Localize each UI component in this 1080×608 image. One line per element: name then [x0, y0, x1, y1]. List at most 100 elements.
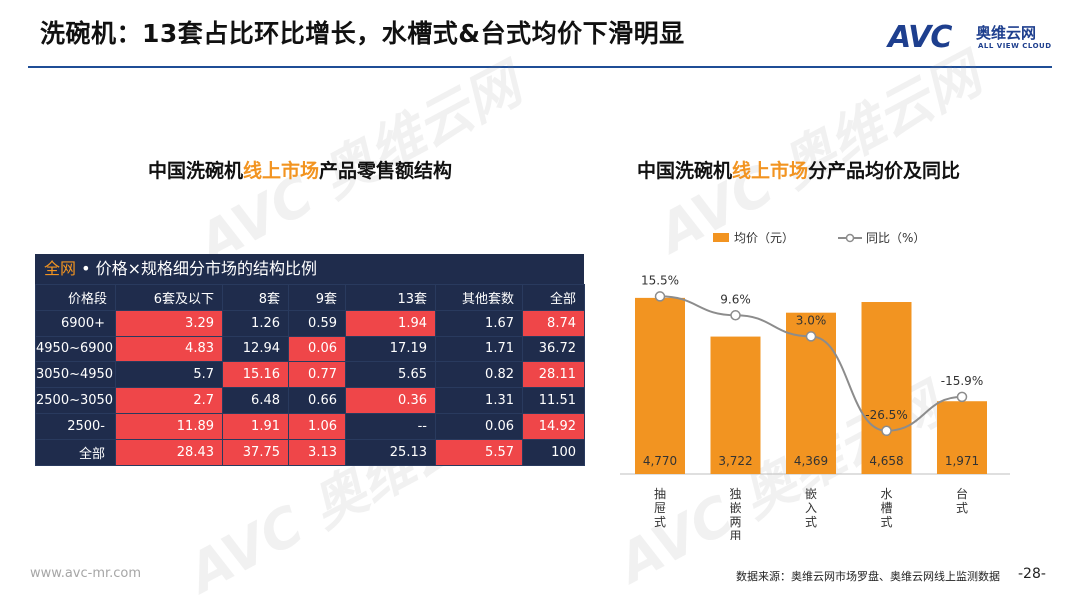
- table-row: 2500~3050 2.7 6.48 0.66 0.36 1.31 11.51: [35, 387, 585, 414]
- category-label: 台式: [956, 486, 968, 515]
- table-cell: 1.71: [435, 335, 523, 363]
- right-panel-title: 中国洗碗机线上市场分产品均价及同比: [637, 156, 960, 183]
- table-cell: 5.7: [115, 361, 223, 389]
- yoy-point-4: [956, 391, 968, 403]
- bar-data-label: 1,971: [945, 454, 979, 468]
- legend-label-line: 同比（%）: [866, 231, 925, 245]
- structure-table: 全网 • 价格×规格细分市场的结构比例 价格段 6套及以下 8套 9套 13套 …: [35, 254, 585, 466]
- left-title-post: 产品零售额结构: [319, 160, 453, 182]
- table-cell: 0.36: [345, 387, 436, 414]
- table-cell: 5.65: [345, 361, 436, 389]
- table-cell: 28.43: [115, 438, 223, 466]
- category-label: 抽屉式: [654, 487, 666, 529]
- data-table: 价格段 6套及以下 8套 9套 13套 其他套数 全部 6900+ 3.29 1.2…: [35, 284, 585, 466]
- table-cell: 11.89: [115, 412, 223, 440]
- row-label: 2500-: [35, 412, 116, 440]
- yoy-point-1: [730, 310, 741, 321]
- table-header-row: 价格段 6套及以下 8套 9套 13套 其他套数 全部: [35, 284, 585, 311]
- table-title: • 价格×规格细分市场的结构比例: [76, 259, 318, 278]
- price-yoy-chart: 均价（元） 同比（%） 4,770 抽屉式 3,722 独嵌两用 4,369 嵌入式 4,658…: [620, 231, 1010, 540]
- table-cell: 3.29: [115, 309, 223, 337]
- column-header: 9套: [288, 284, 346, 311]
- table-cell: 4.83: [115, 335, 223, 363]
- table-cell: 0.66: [288, 387, 346, 414]
- right-title-post: 分产品均价及同比: [808, 160, 961, 182]
- table-cell: 5.57: [435, 438, 523, 466]
- table-cell: 1.06: [288, 412, 346, 440]
- yoy-point-3: [881, 425, 892, 437]
- logo-en: ALL VIEW CLOUD: [978, 42, 1052, 50]
- yoy-data-label: 15.5%: [641, 273, 679, 287]
- column-header: 8套: [222, 284, 289, 311]
- table-cell: 12.94: [222, 335, 289, 363]
- table-cell: 15.16: [222, 361, 289, 389]
- bar-0: [635, 297, 685, 474]
- yoy-data-label: -26.5%: [865, 408, 907, 422]
- table-cell: 6.48: [222, 387, 289, 414]
- legend-label-bar: 均价（元）: [734, 231, 794, 245]
- column-header: 13套: [345, 284, 436, 311]
- table-cell: 1.26: [222, 309, 289, 337]
- row-label: 2500~3050: [35, 387, 116, 414]
- avc-logo: AVC 奥维云网 ALL VIEW CLOUD: [888, 18, 1058, 58]
- table-tag: 全网: [44, 259, 77, 278]
- column-header: 价格段: [35, 284, 116, 311]
- yoy-line: [659, 295, 963, 432]
- legend-swatch-bar: [713, 233, 729, 242]
- table-row: 全部 28.43 37.75 3.13 25.13 5.57 100: [35, 438, 585, 466]
- bar-3: [861, 302, 912, 474]
- header-divider: [28, 66, 1052, 68]
- logo-cn: 奥维云网: [976, 24, 1037, 42]
- table-cell: 8.74: [522, 309, 585, 337]
- row-label: 全部: [35, 438, 116, 466]
- left-panel-title: 中国洗碗机线上市场产品零售额结构: [148, 156, 452, 183]
- category-label: 独嵌两用: [729, 487, 741, 540]
- yoy-data-label: 3.0%: [796, 313, 827, 327]
- bar-data-label: 3,722: [718, 454, 752, 468]
- right-title-highlight: 线上市场: [732, 160, 809, 182]
- table-cell: 1.91: [222, 412, 289, 440]
- column-header: 6套及以下: [115, 284, 223, 311]
- bar-data-label: 4,658: [869, 454, 903, 468]
- table-cell: 11.51: [522, 387, 585, 414]
- bar-4: [937, 401, 987, 474]
- table-cell: 28.11: [522, 361, 585, 389]
- table-row: 4950~6900 4.83 12.94 0.06 17.19 1.71 36.72: [35, 335, 585, 363]
- yoy-point-2: [805, 331, 817, 342]
- table-cell: 0.82: [435, 361, 523, 389]
- data-source: 数据来源：奥维云网市场罗盘、奥维云网线上监测数据: [736, 570, 1000, 583]
- table-cell: 0.06: [288, 335, 346, 363]
- table-cell: 100: [522, 438, 585, 466]
- page-number: -28-: [1018, 566, 1046, 582]
- category-label: 水槽式: [880, 487, 892, 529]
- table-row: 2500- 11.89 1.91 1.06 -- 0.06 14.92: [35, 412, 585, 440]
- table-row: 6900+ 3.29 1.26 0.59 1.94 1.67 8.74: [35, 309, 585, 337]
- row-label: 3050~4950: [35, 361, 116, 389]
- table-cell: 0.06: [435, 412, 523, 440]
- column-header: 其他套数: [435, 284, 523, 311]
- category-label: 嵌入式: [805, 487, 817, 529]
- yoy-data-label: -15.9%: [941, 374, 983, 388]
- logo-mark: AVC: [888, 20, 952, 55]
- page-title: 洗碗机：13套占比环比增长，水槽式&台式均价下滑明显: [40, 19, 685, 48]
- bar-data-label: 4,369: [794, 454, 828, 468]
- table-cell: 0.77: [288, 361, 346, 389]
- legend-marker-line: [845, 233, 855, 243]
- table-cell: 1.67: [435, 309, 523, 337]
- row-label: 6900+: [35, 309, 116, 337]
- left-title-pre: 中国洗碗机: [148, 160, 244, 182]
- table-cell: --: [345, 412, 436, 440]
- row-label: 4950~6900: [35, 335, 116, 363]
- table-cell: 0.59: [288, 309, 346, 337]
- table-cell: 1.94: [345, 309, 436, 337]
- table-cell: 37.75: [222, 438, 289, 466]
- table-cell: 2.7: [115, 387, 223, 414]
- table-cell: 17.19: [345, 335, 436, 363]
- column-header: 全部: [522, 284, 585, 311]
- website-url: www.avc-mr.com: [30, 566, 142, 581]
- right-title-pre: 中国洗碗机: [637, 160, 733, 182]
- bar-data-label: 4,770: [643, 454, 677, 468]
- yoy-data-label: 9.6%: [720, 292, 751, 306]
- table-row: 3050~4950 5.7 15.16 0.77 5.65 0.82 28.11: [35, 361, 585, 389]
- table-cell: 36.72: [522, 335, 585, 363]
